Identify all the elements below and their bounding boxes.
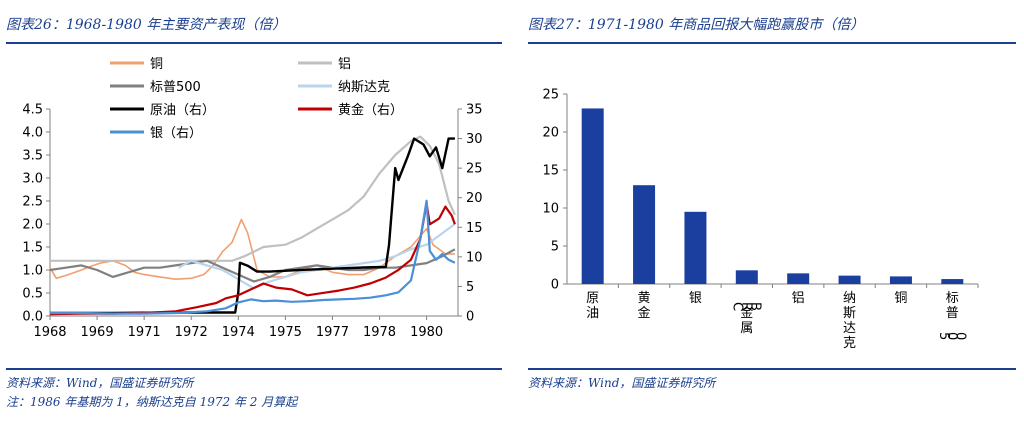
category-label-glyph: 普 [946,306,959,321]
category-label-glyph: 铜 [894,291,907,306]
left-y-tick-label: 4.5 [22,103,43,118]
right-y-tick-label: 0 [466,310,474,325]
category-label: 标普 500 [936,291,968,340]
x-tick-label: 1977 [316,325,349,340]
left-y-tick-label: 2.0 [22,218,43,233]
category-label-glyph: 克 [843,336,856,351]
y-tick-label: 0 [551,278,559,293]
left-y-tick-label: 1.0 [22,264,43,279]
right-y-tick-label: 5 [466,280,474,295]
legend-label: 原油（右） [150,103,215,118]
category-label: 银 [689,291,702,306]
y-tick-label: 20 [542,126,559,141]
category-label-glyph: 达 [843,321,856,336]
category-label-glyph: 斯 [843,306,856,321]
bar-纳斯达克 [838,275,861,284]
right-y-tick-label: 15 [466,221,483,236]
legend-label: 标普500 [150,80,201,95]
category-label: 铜 [894,291,907,306]
legend-label: 黄金（右） [338,102,403,118]
right-title-rule [528,42,1016,44]
bar-铝 [787,273,810,284]
x-tick-label: 1969 [81,325,114,340]
category-label-glyph: 黄 [638,291,651,306]
bar-标普500 [941,279,964,284]
category-label: CRB金属 [729,302,762,336]
bar-银 [684,211,707,284]
left-y-tick-label: 3.0 [22,172,43,187]
series-line-银（右） [50,199,456,315]
left-y-tick-label: 0.0 [22,310,43,325]
category-label-glyph: 属 [740,321,753,336]
category-label-glyph: 金 [638,305,651,321]
category-label-glyph: 铝 [792,291,805,306]
bar-铜 [889,276,912,284]
category-label-glyph: 标 [946,291,959,306]
asset-performance-line-chart: 0.0 0.5 1.0 1.5 2.0 2.5 3.0 3.5 4.0 4.5 0 5 10 15 20 25… [22,57,483,340]
right-source-note: 资料来源：Wind，国盛证券研究所 [528,376,716,390]
series-line-铝 [50,135,456,262]
x-tick-label: 1971 [128,325,161,340]
bar-CRB金属 [735,270,758,284]
right-y-tick-label: 30 [466,132,483,147]
legend-label: 纳斯达克 [338,80,390,95]
y-tick-label: 10 [542,202,559,217]
series-line-铜 [49,218,455,280]
right-y-tick-label: 20 [466,191,483,206]
x-tick-label: 1972 [175,325,208,340]
series-line-标普500 [49,248,456,283]
y-tick-label: 15 [542,164,559,179]
right-y-tick-label: 25 [466,162,483,177]
left-y-tick-label: 1.5 [22,241,43,256]
left-source-rule [6,368,502,370]
x-tick-label: 1980 [410,325,443,340]
category-label: 铝 [792,291,805,306]
category-label-glyph: 纳 [843,291,856,306]
left-source-note: 资料来源：Wind，国盛证券研究所 [6,376,194,390]
right-chart-title: 图表27：1971-1980 年商品回报大幅跑赢股市（倍） [528,17,865,33]
category-label-glyph: 500 [936,332,968,340]
y-tick-label: 5 [551,240,559,255]
category-label-glyph: 原 [586,291,599,306]
left-title-rule [6,42,502,44]
legend-label: 铝 [338,57,351,72]
right-y-tick-label: 35 [466,103,483,118]
category-label: 纳斯达克 [843,291,856,351]
category-label-glyph: 金 [740,305,753,321]
category-label-glyph: CRB [729,302,762,311]
right-y-tick-label: 10 [466,250,483,265]
category-label-glyph: 油 [586,306,599,321]
x-tick-label: 1975 [269,325,302,340]
left-y-tick-label: 3.5 [22,149,43,164]
right-source-rule [528,368,1016,370]
x-tick-label: 1978 [363,325,396,340]
left-footnote: 注：1986 年基期为 1，纳斯达克自 1972 年 2 月算起 [6,395,298,409]
x-tick-label: 1968 [33,325,66,340]
left-y-tick-label: 2.5 [22,195,43,210]
series-line-黄金（右） [49,202,456,316]
category-label: 黄金 [638,291,651,321]
left-y-tick-label: 0.5 [22,287,43,302]
bar-黄金 [633,185,656,284]
bar-原油 [581,108,604,284]
y-tick-label: 25 [542,88,559,103]
category-label: 原油 [586,291,599,321]
left-chart-title: 图表26：1968-1980 年主要资产表现（倍） [6,17,287,33]
left-y-tick-label: 4.0 [22,126,43,141]
x-tick-label: 1974 [222,325,255,340]
legend-label: 铜 [150,57,163,72]
right-panel: 图表27：1971-1980 年商品回报大幅跑赢股市（倍） 0 5 10 15 20 25… [522,0,1024,424]
legend-label: 银（右） [150,126,202,141]
category-label-glyph: 银 [689,291,702,306]
left-panel: 图表26：1968-1980 年主要资产表现（倍） 0.0 0.5 1.0 1.5 2.… [0,0,510,424]
